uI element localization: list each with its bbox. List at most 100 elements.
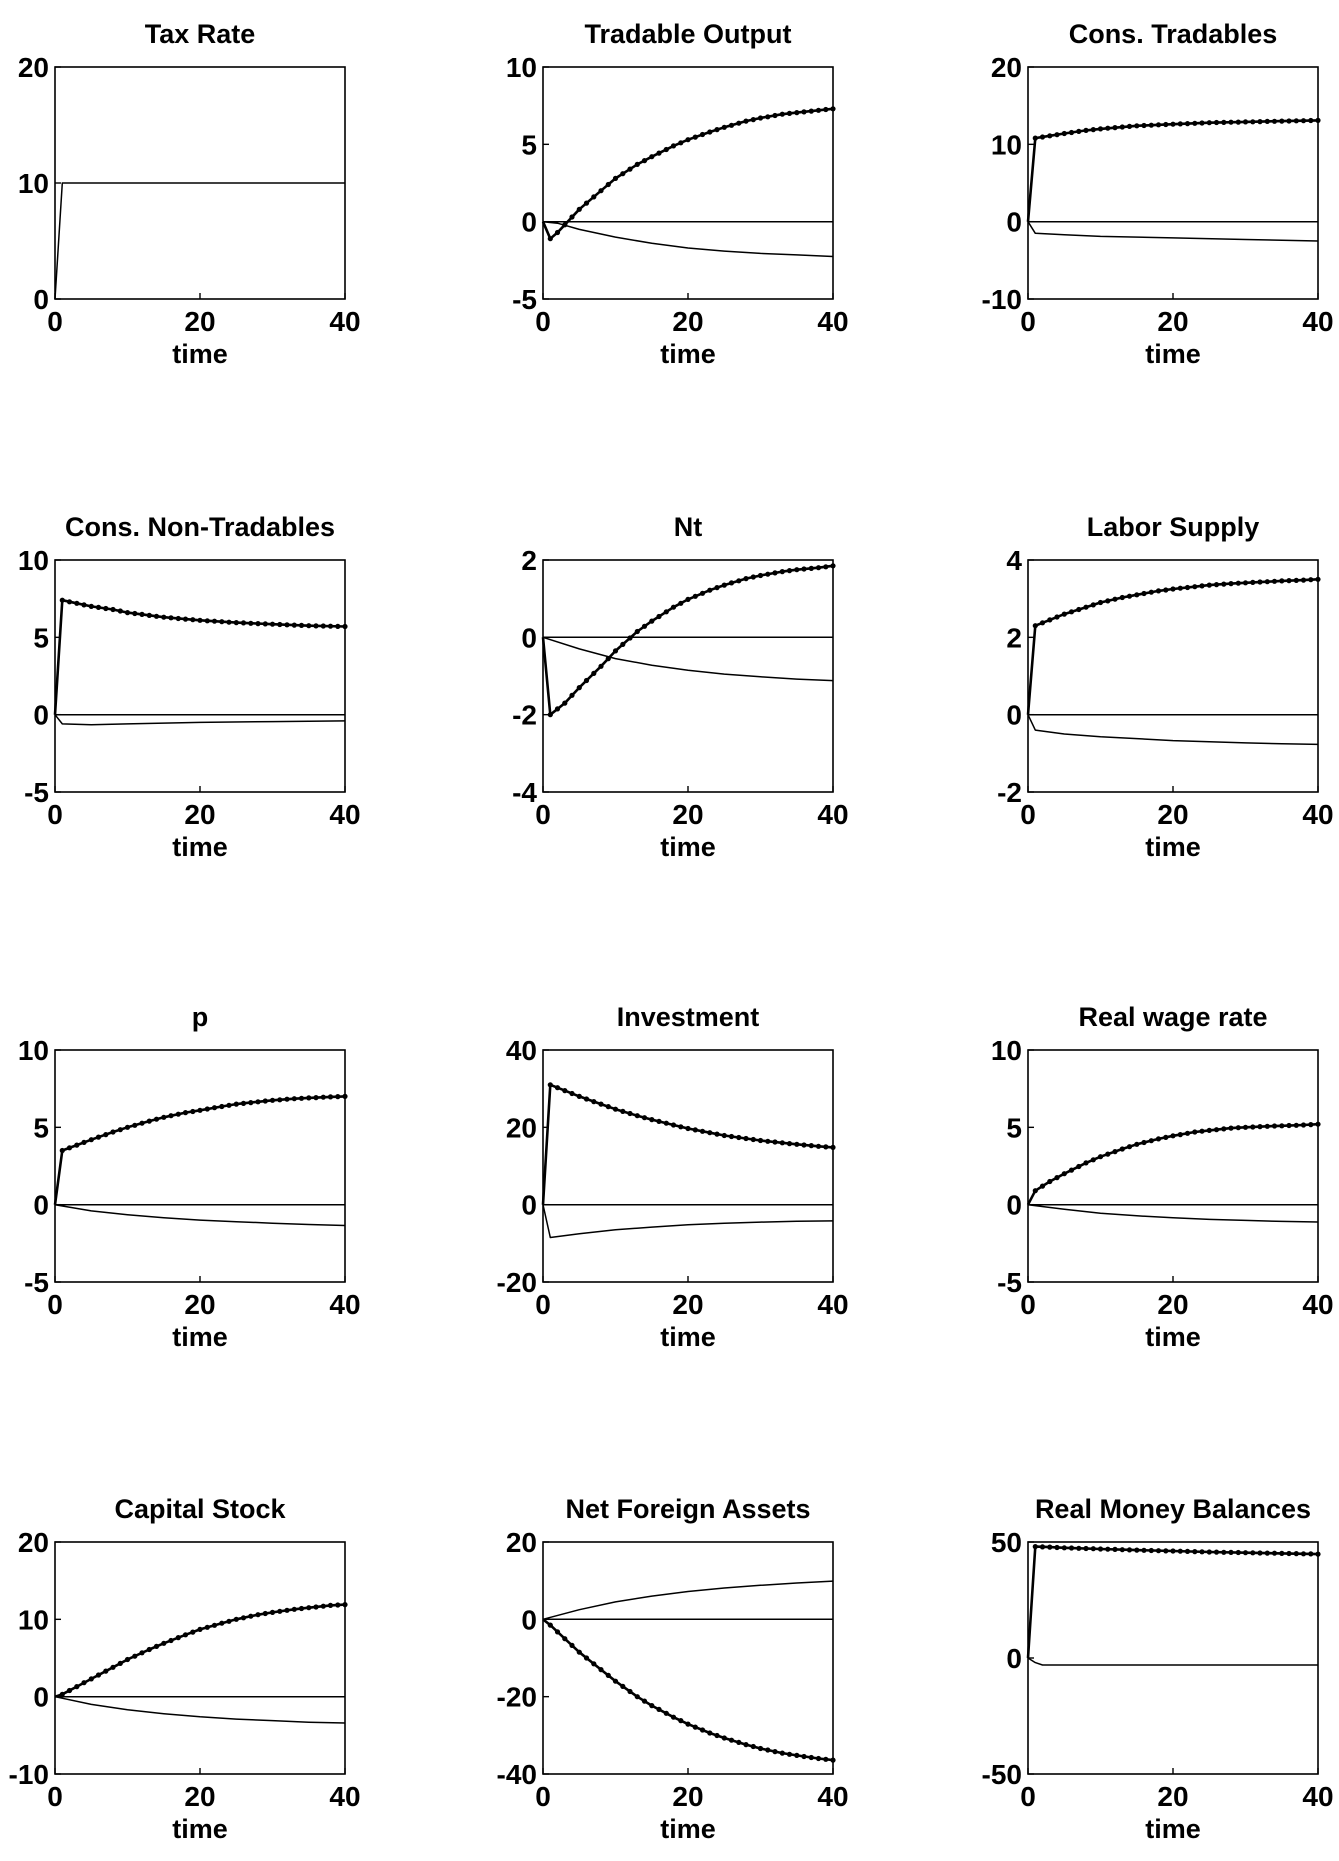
cons-non-tradables-data-point [204,618,210,624]
cons-tradables-data-point [1206,120,1212,126]
cons-tradables-axes-box [1027,66,1319,300]
investment-data-point [663,1120,669,1126]
cons-non-tradables-data-point [139,611,145,618]
net-foreign-assets-data-point [699,1727,706,1733]
nt-axes-box [542,559,834,793]
p-data-point [291,1096,297,1102]
net-foreign-assets-data-point [649,1703,655,1709]
net-foreign-assets-data-point [794,1752,800,1758]
nt-data-point [823,564,829,570]
cons-non-tradables-data-point [95,604,102,611]
p-data-point [197,1107,203,1113]
labor-supply-data-point [1054,614,1060,620]
labor-supply-data-point [1308,577,1314,583]
real-money-balances-data-point [1228,1549,1234,1555]
nt-data-point [569,692,575,698]
real-wage-rate-data-point [1315,1121,1321,1127]
real-money-balances-data-point [1068,1545,1075,1551]
cons-non-tradables-data-point [342,623,348,630]
tradable-output-data-point [765,114,771,120]
real-money-balances-xtick-label: 40 [1302,1781,1333,1812]
tradable-output-data-point [794,110,800,116]
cons-non-tradables-xtick-label: 0 [47,799,63,830]
cons-tradables-data-point [1293,118,1299,124]
nt-data-point [576,685,582,691]
p-data-point [95,1134,102,1140]
capital-stock-series-solid-line-1 [54,1695,346,1724]
real-money-balances-data-point [1097,1546,1104,1552]
cons-non-tradables-xtick-label: 40 [329,799,360,830]
labor-supply-data-point [1228,581,1234,587]
tradable-output-data-point [576,206,582,212]
capital-stock-ytick-label: -10 [9,1759,49,1790]
real-money-balances-data-point [1192,1549,1198,1555]
investment-data-point [685,1125,691,1132]
net-foreign-assets-data-point [815,1755,822,1762]
cons-tradables-xlabel: time [1145,339,1201,369]
investment-data-point [678,1124,684,1130]
labor-supply-data-point [1112,596,1118,602]
cons-non-tradables-data-point [320,623,326,629]
nt-data-point [678,600,684,606]
investment-data-point [808,1143,814,1149]
cons-tradables-data-point [1315,117,1321,123]
cons-non-tradables-data-point [146,612,152,619]
real-money-balances-xtick-label: 0 [1020,1781,1036,1812]
capital-stock-axes-box [54,1541,346,1775]
p-data-point [81,1139,87,1145]
labor-supply-data-point [1206,582,1212,588]
net-foreign-assets-data-point [823,1756,829,1762]
investment-data-point [576,1093,582,1099]
nt-data-point [779,569,785,575]
cons-non-tradables-data-point [74,600,80,606]
p-data-point [182,1110,189,1116]
tax-rate-xtick-label: 20 [184,306,215,337]
p-data-point [88,1137,94,1143]
p-series-solid-line-1 [54,1203,346,1227]
capital-stock-data-point [197,1626,203,1632]
real-wage-rate-data-point [1105,1151,1111,1157]
investment-data-point [692,1127,698,1133]
real-money-balances-data-point [1271,1550,1278,1556]
real-wage-rate-data-point [1163,1134,1169,1140]
cons-non-tradables-series-solid-line-1 [54,714,346,726]
real-wage-rate-data-point [1279,1123,1285,1129]
real-money-balances-data-point [1235,1549,1241,1556]
cons-non-tradables-data-point [66,599,73,605]
real-wage-rate-axes-box [1027,1049,1319,1283]
cons-tradables-ytick-label: 0 [1006,207,1022,238]
nt-panel: Nt 0 20 40 time -4 -2 0 2 [512,512,848,862]
real-money-balances-data-point [1286,1550,1292,1557]
net-foreign-assets-data-point [721,1735,727,1741]
nt-data-point [591,670,597,677]
tradable-output-data-point [772,112,778,119]
capital-stock-ytick-label: 0 [33,1682,49,1713]
real-wage-rate-data-point [1271,1123,1278,1129]
labor-supply-data-point [1235,580,1241,586]
cons-tradables-data-point [1264,118,1270,124]
real-wage-rate-data-point [1199,1128,1205,1134]
investment-data-point [699,1128,706,1134]
p-data-point [59,1147,65,1154]
net-foreign-assets-data-point [801,1753,807,1760]
real-money-balances-ytick-label: 50 [991,1527,1022,1558]
nt-data-point [772,570,778,576]
nt-data-point [714,585,720,591]
capital-stock-xlabel: time [172,1814,228,1844]
nt-data-point [547,712,553,718]
cons-tradables-data-point [1250,119,1256,125]
net-foreign-assets-xtick-label: 40 [817,1781,848,1812]
cons-non-tradables-data-point [211,618,218,624]
p-xtick-label: 0 [47,1289,63,1320]
tradable-output-data-point [757,115,764,121]
tradable-output-xtick-label: 40 [817,306,848,337]
tradable-output-ytick-label: 10 [506,52,537,83]
p-data-point [175,1111,181,1117]
net-foreign-assets-data-point [554,1629,561,1635]
investment-data-point [627,1110,633,1117]
investment-data-point [641,1115,648,1121]
p-ytick-label: -5 [24,1267,49,1298]
cons-non-tradables-data-point [197,617,203,623]
real-wage-rate-data-point [1184,1130,1191,1136]
